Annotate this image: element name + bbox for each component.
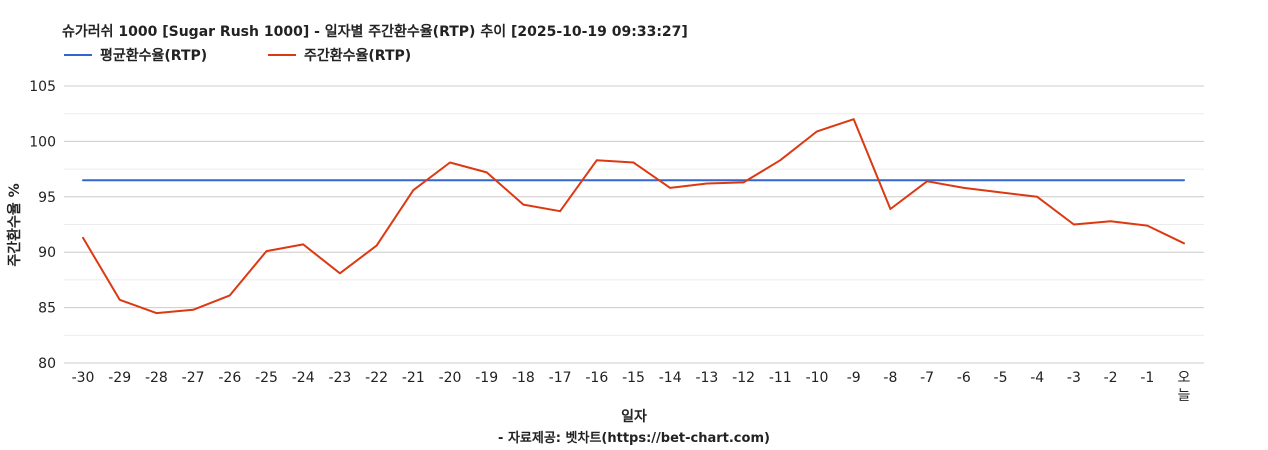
x-tick-label: -15 [622,370,645,386]
x-tick-label: -27 [182,370,205,386]
legend-item: 평균환수율(RTP) [64,47,207,64]
x-tick-label: -21 [402,370,425,386]
y-tick-label: 100 [29,134,56,150]
x-tick-label: -17 [549,370,572,386]
x-tick-label: -3 [1067,370,1081,386]
x-tick-label: -18 [512,370,535,386]
x-axis-title: 일자 [621,409,647,425]
y-tick-label: 95 [38,190,56,206]
legend-label: 평균환수율(RTP) [100,47,207,64]
x-tick-label: -28 [145,370,168,386]
x-tick-label: -14 [659,370,682,386]
y-axis-title: 주간환수율 % [6,183,23,266]
x-tick-label: -24 [292,370,315,386]
series-lines [82,118,1185,315]
x-tick-label: -29 [108,370,131,386]
x-tick-label: -13 [695,370,718,386]
x-tick-label: -22 [365,370,388,386]
x-tick-label: -2 [1104,370,1118,386]
x-tick-label: -20 [439,370,462,386]
x-tick-label: -10 [806,370,829,386]
y-tick-label: 105 [29,79,56,95]
x-tick-label: -19 [475,370,498,386]
x-tick-label: -4 [1030,370,1044,386]
x-tick-label: -8 [883,370,897,386]
legend-label: 주간환수율(RTP) [304,47,411,64]
x-tick-label: -12 [732,370,755,386]
legend: 평균환수율(RTP) 주간환수율(RTP) [64,47,411,64]
x-axis-ticks: -30 -29 -28 -27 -26 -25 -24 -23 -22 -21 -20 -19 -18-… [72,370,1191,404]
x-tick-label: -7 [920,370,934,386]
x-tick-label: -23 [328,370,351,386]
x-tick-label: -11 [769,370,792,386]
x-tick-label: -1 [1140,370,1154,386]
y-tick-label: 85 [38,301,56,317]
x-tick-label: -25 [255,370,278,386]
y-tick-label: 90 [38,245,56,261]
x-tick-label: -9 [847,370,861,386]
chart-title: 슈가러쉬 1000 [Sugar Rush 1000] - 일자별 주간환수율(… [62,23,688,40]
legend-item: 주간환수율(RTP) [268,47,411,64]
x-tick-label: -6 [957,370,971,386]
y-axis-ticks: 80 85 90 95 100 105 [29,79,56,372]
grid [64,85,1204,364]
x-tick-label: -26 [218,370,241,386]
series-line-1 [82,118,1185,315]
x-tick-label: -16 [585,370,608,386]
x-tick-label: -30 [72,370,95,386]
data-source-credit: - 자료제공: 벳차트(https://bet-chart.com) [498,430,770,446]
y-tick-label: 80 [38,356,56,372]
x-tick-label: -5 [994,370,1008,386]
